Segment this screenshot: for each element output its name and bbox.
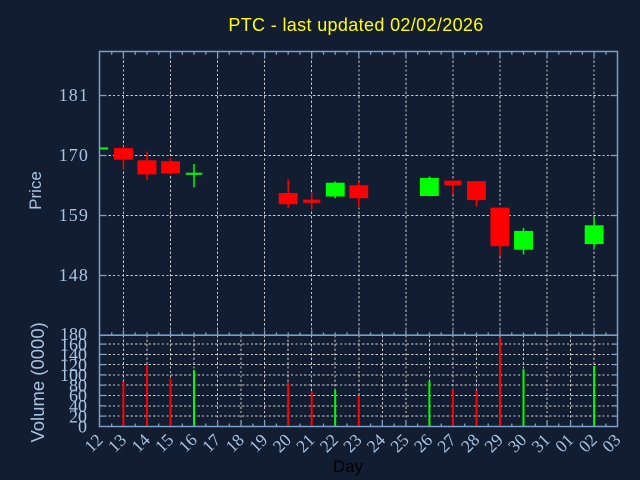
svg-text:0: 0	[78, 417, 87, 437]
svg-text:140: 140	[60, 345, 87, 365]
svg-text:40: 40	[69, 396, 87, 416]
svg-text:181: 181	[59, 85, 89, 105]
svg-text:159: 159	[59, 205, 89, 225]
svg-text:120: 120	[60, 355, 87, 375]
svg-text:160: 160	[60, 334, 87, 354]
svg-text:Day: Day	[333, 457, 364, 476]
svg-text:80: 80	[69, 375, 87, 395]
svg-text:180: 180	[60, 324, 87, 344]
svg-text:170: 170	[59, 145, 89, 165]
svg-text:100: 100	[60, 365, 87, 385]
svg-text:148: 148	[59, 265, 89, 285]
svg-text:Price: Price	[26, 171, 45, 210]
svg-text:Volume (0000): Volume (0000)	[27, 322, 48, 442]
svg-text:PTC - last updated 02/02/2026: PTC - last updated 02/02/2026	[228, 15, 483, 35]
svg-text:60: 60	[69, 386, 87, 406]
svg-text:20: 20	[69, 406, 87, 426]
